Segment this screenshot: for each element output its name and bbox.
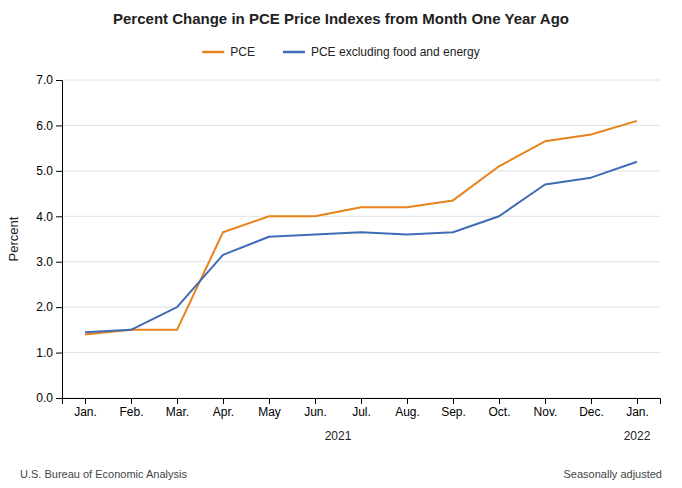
title: Percent Change in PCE Price Indexes from… <box>113 10 569 27</box>
tick-label: 6.0 <box>36 119 53 133</box>
tick: May <box>258 398 281 419</box>
tick-mark <box>56 353 62 354</box>
tick-mark <box>223 398 224 404</box>
grid-line <box>62 352 660 353</box>
tick-label: Jul. <box>352 405 371 419</box>
legend-swatch <box>283 51 305 54</box>
legend-swatch <box>202 51 224 54</box>
tick-label: Oct. <box>488 405 510 419</box>
annotation: 2022 <box>624 429 651 443</box>
tick: Dec. <box>579 398 604 419</box>
tick-label: Apr. <box>213 405 234 419</box>
y-axis: 0.0 1.0 2.0 3.0 4.0 5.0 6.0 7.0 <box>36 73 62 405</box>
tick-label: Aug. <box>395 405 420 419</box>
tick-mark <box>85 398 86 404</box>
tick-mark <box>56 125 62 126</box>
tick: Jan. <box>626 398 649 419</box>
tick: Jul. <box>352 398 371 419</box>
tick-mark <box>361 398 362 404</box>
legend: PCE PCE excluding food and energy <box>202 45 479 59</box>
tick: 2.0 <box>36 300 62 314</box>
tick-label: 0.0 <box>36 391 53 405</box>
legend-item: PCE <box>202 45 255 59</box>
tick: 7.0 <box>36 73 62 87</box>
tick: 0.0 <box>36 391 62 405</box>
line <box>85 121 637 335</box>
legend-label: PCE excluding food and energy <box>311 45 480 59</box>
grid-line <box>62 307 660 308</box>
plot: 0.0 1.0 2.0 3.0 4.0 5.0 6.0 7.0 Jan. Feb. Mar. Apr.… <box>36 73 660 443</box>
tick-mark <box>499 398 500 404</box>
x-axis: Jan. Feb. Mar. Apr. May Jun. Jul. Aug. Sep. Oct. N… <box>63 398 661 419</box>
tick: 3.0 <box>36 255 62 269</box>
tick-mark <box>407 398 408 404</box>
axis-line <box>63 399 661 405</box>
tick-mark <box>56 262 62 263</box>
tick-mark <box>545 398 546 404</box>
series-group <box>85 121 637 335</box>
tick-mark <box>56 80 62 81</box>
line <box>85 162 637 332</box>
tick-label: 7.0 <box>36 73 53 87</box>
tick: Sep. <box>441 398 466 419</box>
grid-line <box>62 170 660 171</box>
tick-mark <box>56 307 62 308</box>
tick: 4.0 <box>36 210 62 224</box>
tick: 5.0 <box>36 164 62 178</box>
grid-line <box>62 80 660 81</box>
tick-label: Feb. <box>119 405 143 419</box>
tick-label: Jun. <box>304 405 327 419</box>
tick-label: Jan. <box>74 405 97 419</box>
legend-label: PCE <box>230 45 255 59</box>
tick-mark <box>591 398 592 404</box>
axis-line <box>56 81 63 399</box>
tick-mark <box>453 398 454 404</box>
tick-label: Sep. <box>441 405 466 419</box>
tick: Oct. <box>488 398 510 419</box>
tick: Feb. <box>119 398 143 419</box>
tick: Jan. <box>74 398 97 419</box>
tick: 6.0 <box>36 119 62 133</box>
legend-item: PCE excluding food and energy <box>283 45 480 59</box>
tick-label: Mar. <box>166 405 189 419</box>
tick-mark <box>131 398 132 404</box>
tick-label: 2.0 <box>36 300 53 314</box>
tick-mark <box>56 398 62 399</box>
grid-line <box>62 216 660 217</box>
tick-mark <box>177 398 178 404</box>
tick-label: Jan. <box>626 405 649 419</box>
tick: Nov. <box>534 398 558 419</box>
tick-mark <box>637 398 638 404</box>
tick-label: 3.0 <box>36 255 53 269</box>
chart: Percent Change in PCE Price Indexes from… <box>0 0 682 488</box>
tick-label: Nov. <box>534 405 558 419</box>
grid-line <box>62 261 660 262</box>
source: U.S. Bureau of Economic Analysis <box>20 468 187 480</box>
tick: 1.0 <box>36 346 62 360</box>
tick-mark <box>315 398 316 404</box>
tick: Jun. <box>304 398 327 419</box>
grid-line <box>62 125 660 126</box>
tick: Aug. <box>395 398 420 419</box>
tick-label: 5.0 <box>36 164 53 178</box>
tick-label: May <box>258 405 281 419</box>
annotation: 2021 <box>325 429 352 443</box>
tick: Mar. <box>166 398 189 419</box>
tick-label: Dec. <box>579 405 604 419</box>
tick-mark <box>56 171 62 172</box>
note: Seasonally adjusted <box>564 468 662 480</box>
tick-label: 1.0 <box>36 346 53 360</box>
tick-mark <box>269 398 270 404</box>
axis-title: Percent <box>6 216 21 261</box>
tick-mark <box>56 216 62 217</box>
tick: Apr. <box>213 398 234 419</box>
tick-label: 4.0 <box>36 210 53 224</box>
grid <box>62 80 660 398</box>
